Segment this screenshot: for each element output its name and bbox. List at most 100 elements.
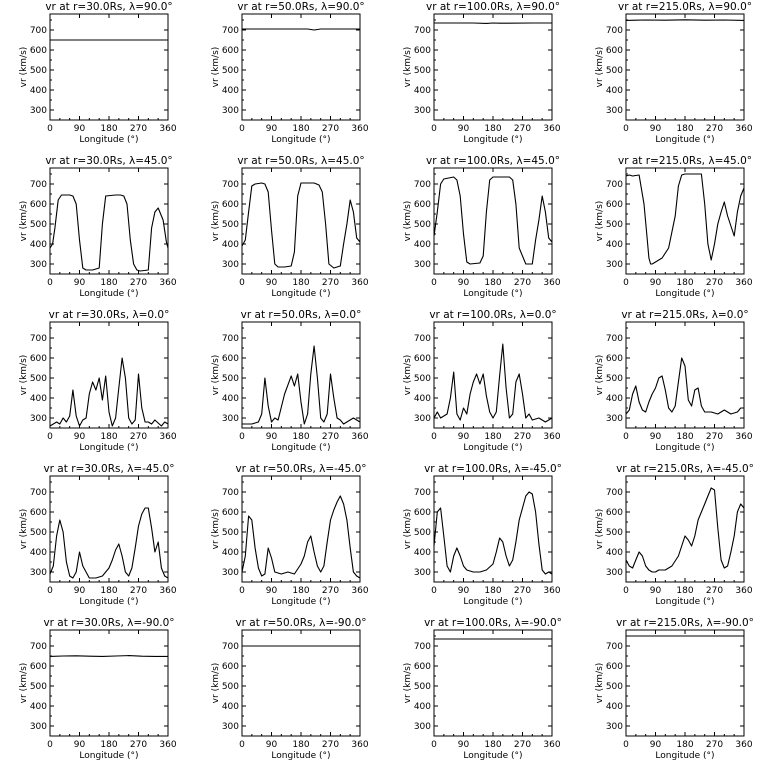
y-tick-label: 700 (222, 642, 239, 652)
y-tick-label: 600 (30, 354, 47, 364)
y-tick-label: 700 (222, 26, 239, 36)
plot-frame (49, 13, 169, 121)
y-axis-label: vr (km/s) (19, 355, 29, 396)
x-tick-label: 180 (484, 432, 501, 442)
y-axis-label: vr (km/s) (211, 47, 221, 88)
plot-frame (433, 629, 553, 737)
subplot-12: vr at r=215.0Rs, λ=0.0° 0 90 180 270 360 300 40… (595, 309, 753, 453)
y-axis-label: vr (km/s) (595, 47, 605, 88)
chart-title: vr at r=50.0Rs, λ=90.0° (237, 1, 364, 13)
y-tick-label: 600 (414, 46, 431, 56)
x-tick-label: 360 (159, 586, 176, 596)
x-tick-label: 180 (292, 740, 309, 750)
y-tick-label: 400 (30, 86, 47, 96)
x-tick-label: 360 (159, 432, 176, 442)
x-tick-label: 90 (74, 586, 86, 596)
subplot-17: vr at r=30.0Rs, λ=-90.0° 0 90 180 270 360 300 4… (19, 617, 177, 761)
subplot-20: vr at r=215.0Rs, λ=-90.0° 0 90 180 270 360 300… (595, 617, 754, 761)
series-line (625, 19, 745, 21)
x-tick-label: 360 (543, 432, 560, 442)
chart-title: vr at r=30.0Rs, λ=0.0° (49, 309, 170, 321)
y-tick-label: 400 (222, 240, 239, 250)
y-tick-label: 500 (30, 66, 47, 76)
y-tick-label: 600 (606, 508, 623, 518)
y-tick-label: 400 (222, 86, 239, 96)
series-line (242, 345, 361, 425)
x-tick-label: 0 (239, 432, 245, 442)
chart-title: vr at r=215.0Rs, λ=-90.0° (616, 617, 754, 629)
x-tick-label: 360 (735, 740, 752, 750)
y-tick-label: 500 (222, 66, 239, 76)
y-tick-label: 300 (606, 260, 623, 270)
y-tick-label: 500 (222, 220, 239, 230)
x-tick-label: 180 (100, 740, 117, 750)
x-tick-label: 0 (239, 124, 245, 134)
x-tick-label: 90 (74, 740, 86, 750)
subplot-7: vr at r=100.0Rs, λ=45.0° 0 90 180 270 360 300 4… (403, 155, 561, 299)
y-tick-label: 600 (222, 508, 239, 518)
plot-frame (241, 13, 361, 121)
x-tick-label: 360 (351, 124, 368, 134)
x-tick-label: 0 (47, 124, 53, 134)
x-tick-label: 270 (130, 432, 147, 442)
x-tick-label: 360 (351, 586, 368, 596)
plot-frame (433, 321, 553, 429)
y-tick-label: 300 (222, 414, 239, 424)
chart-title: vr at r=215.0Rs, λ=0.0° (621, 309, 748, 321)
x-tick-label: 360 (351, 432, 368, 442)
y-tick-label: 700 (414, 180, 431, 190)
y-tick-label: 400 (30, 240, 47, 250)
series-line (49, 194, 169, 272)
y-tick-label: 400 (30, 394, 47, 404)
x-tick-label: 270 (706, 586, 723, 596)
y-axis-label: vr (km/s) (403, 509, 413, 550)
x-tick-label: 0 (623, 278, 629, 288)
y-tick-label: 400 (414, 394, 431, 404)
x-tick-label: 180 (484, 124, 501, 134)
x-tick-label: 180 (100, 586, 117, 596)
y-tick-label: 700 (414, 488, 431, 498)
x-tick-label: 360 (351, 740, 368, 750)
subplot-19: vr at r=100.0Rs, λ=-90.0° 0 90 180 270 360 300… (403, 617, 562, 761)
x-tick-label: 180 (100, 278, 117, 288)
x-axis-label: Longitude (°) (463, 597, 522, 607)
y-tick-label: 600 (222, 200, 239, 210)
x-tick-label: 180 (292, 278, 309, 288)
y-tick-label: 700 (30, 180, 47, 190)
series-line (241, 495, 361, 579)
x-tick-label: 270 (706, 278, 723, 288)
x-axis-label: Longitude (°) (655, 443, 714, 453)
x-tick-label: 270 (514, 432, 531, 442)
y-tick-label: 300 (222, 722, 239, 732)
chart-title: vr at r=215.0Rs, λ=-45.0° (616, 463, 754, 475)
x-axis-label: Longitude (°) (271, 135, 330, 145)
x-tick-label: 0 (47, 586, 53, 596)
y-tick-label: 600 (30, 662, 47, 672)
y-tick-label: 700 (606, 488, 623, 498)
y-tick-label: 600 (414, 200, 431, 210)
y-tick-label: 500 (414, 374, 431, 384)
x-tick-label: 180 (676, 586, 693, 596)
plot-frame (433, 167, 553, 275)
y-axis-label: vr (km/s) (19, 509, 29, 550)
x-tick-label: 270 (322, 740, 339, 750)
plot-frame (625, 475, 745, 583)
y-tick-label: 600 (606, 354, 623, 364)
chart-title: vr at r=100.0Rs, λ=90.0° (426, 1, 560, 13)
y-axis-label: vr (km/s) (595, 201, 605, 242)
series-line (625, 487, 745, 573)
y-tick-label: 400 (606, 240, 623, 250)
series-line (49, 507, 169, 579)
x-tick-label: 360 (159, 740, 176, 750)
x-axis-label: Longitude (°) (655, 289, 714, 299)
y-tick-label: 400 (222, 702, 239, 712)
subplot-16: vr at r=215.0Rs, λ=-45.0° 0 90 180 270 360 300… (595, 463, 754, 607)
y-axis-label: vr (km/s) (211, 201, 221, 242)
y-tick-label: 300 (30, 722, 47, 732)
x-axis-label: Longitude (°) (271, 597, 330, 607)
y-tick-label: 600 (414, 662, 431, 672)
x-tick-label: 360 (351, 278, 368, 288)
x-axis-label: Longitude (°) (79, 135, 138, 145)
y-tick-label: 400 (414, 702, 431, 712)
x-axis-label: Longitude (°) (655, 597, 714, 607)
